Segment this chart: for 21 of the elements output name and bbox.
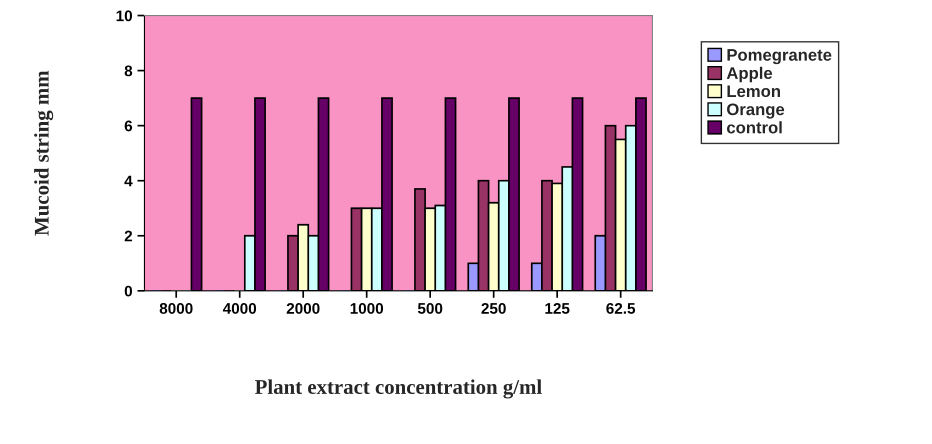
y-axis-title: Mucoid string mm — [34, 70, 54, 236]
x-tick-label: 8000 — [160, 303, 193, 314]
y-tick-label: 4 — [124, 176, 133, 186]
x-axis-title: Plant extract concentration g/ml — [255, 379, 542, 398]
x-tick-label: 125 — [545, 303, 570, 314]
x-tick-label: 250 — [481, 303, 506, 314]
x-tick-label: 1000 — [350, 303, 384, 314]
legend-label: Pomegranete — [727, 49, 832, 64]
x-tick-label: 2000 — [286, 303, 320, 314]
y-tick-label: 0 — [124, 286, 132, 297]
legend-label: Lemon — [727, 86, 780, 98]
legend-label: Apple — [726, 66, 772, 82]
legend-label: Orange — [727, 103, 784, 119]
y-tick-label: 8 — [124, 65, 132, 76]
y-tick-label: 6 — [124, 120, 132, 132]
legend-label: control — [727, 121, 782, 134]
x-tick-label: 500 — [418, 303, 442, 314]
y-tick-label: 10 — [116, 10, 132, 22]
x-tick-label: 62.5 — [606, 303, 636, 314]
y-tick-label: 2 — [124, 230, 132, 242]
x-tick-label: 4000 — [222, 303, 256, 314]
